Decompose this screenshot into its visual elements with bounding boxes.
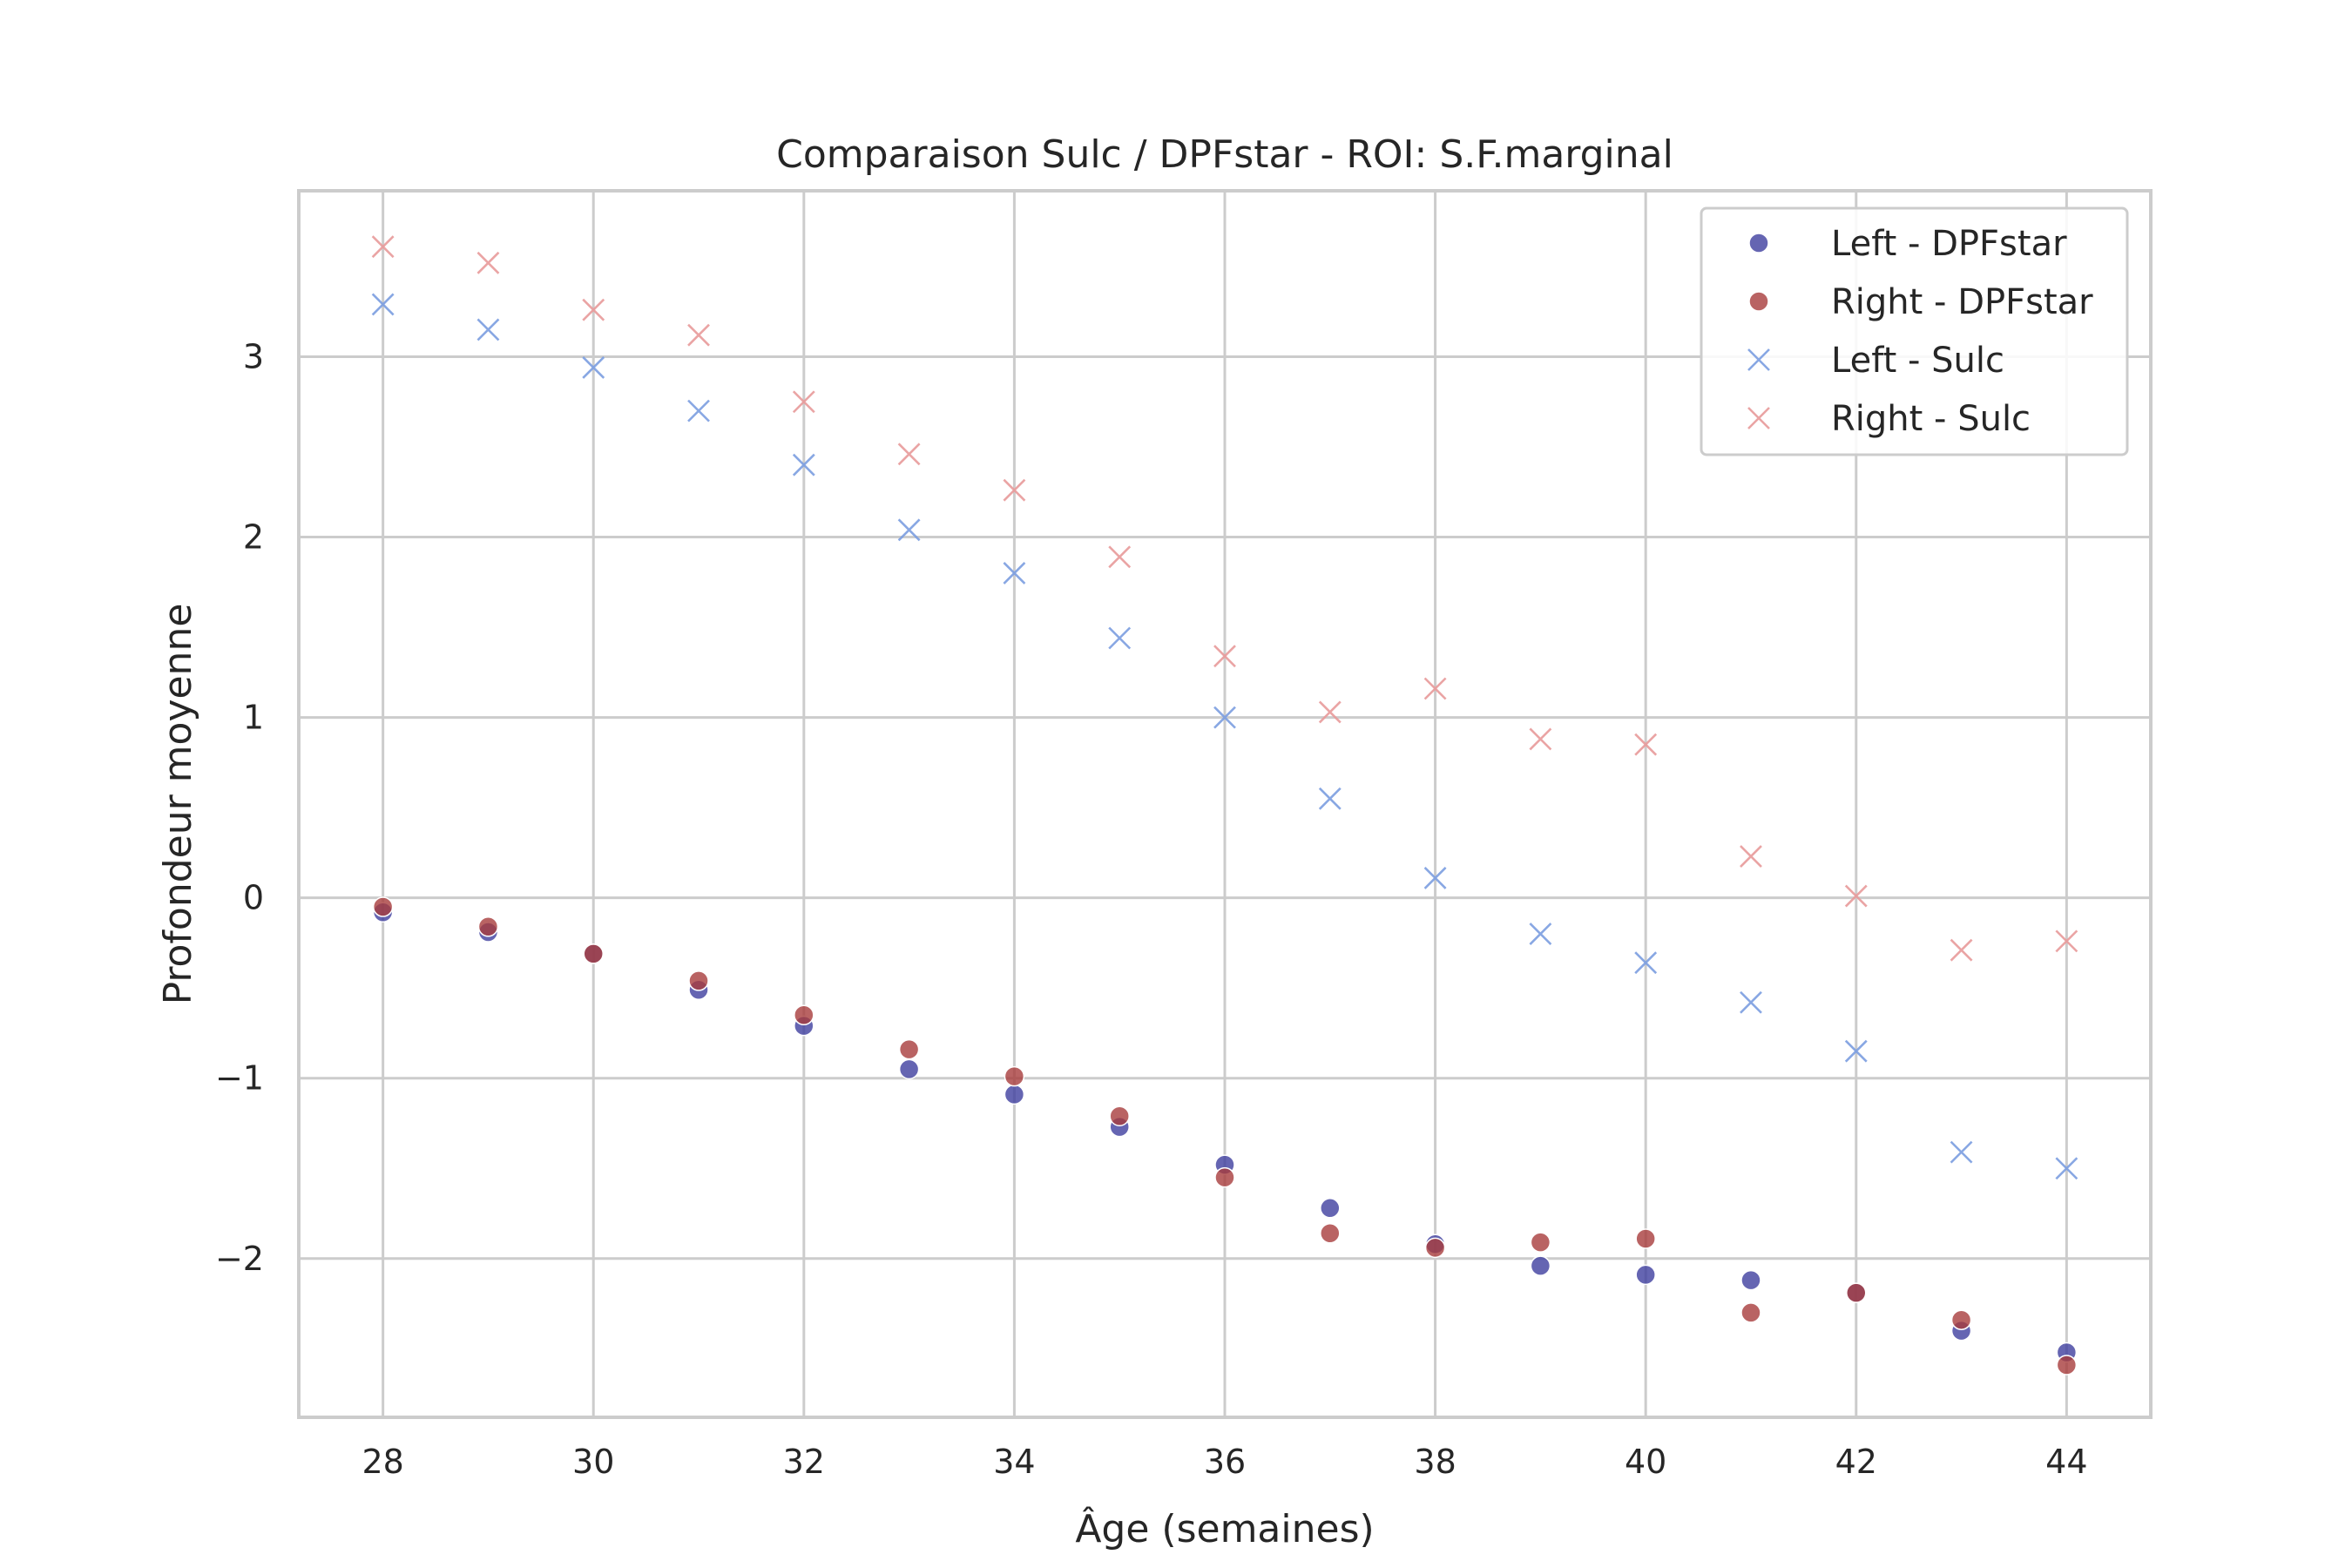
y-tick-label: 2 xyxy=(243,518,264,557)
x-tick-label: 34 xyxy=(993,1443,1035,1481)
data-point xyxy=(897,518,921,542)
legend-label: Right - DPFstar xyxy=(1831,282,2093,322)
y-tick-label: 3 xyxy=(243,337,264,375)
legend-item: Left - DPFstar xyxy=(1748,224,2067,264)
y-tick-label: −2 xyxy=(215,1240,264,1278)
y-tick-label: 0 xyxy=(243,879,264,917)
data-point xyxy=(1635,1264,1656,1286)
x-axis-label: Âge (semaines) xyxy=(1075,1505,1374,1551)
data-point xyxy=(1950,1309,1972,1330)
y-tick-label: −1 xyxy=(215,1059,264,1098)
legend-box xyxy=(1700,206,2129,456)
x-tick-label: 28 xyxy=(362,1443,403,1481)
x-tick-label: 30 xyxy=(572,1443,614,1481)
legend-marker xyxy=(1747,348,1770,371)
y-tick-label: 1 xyxy=(243,699,264,737)
data-point xyxy=(1740,845,1762,868)
data-point xyxy=(1320,1223,1341,1244)
chart-title: Comparaison Sulc / DPFstar - ROI: S.F.ma… xyxy=(776,132,1673,177)
data-point xyxy=(1950,1140,1973,1164)
data-point xyxy=(2056,1355,2078,1375)
data-point xyxy=(1844,884,1868,908)
data-point xyxy=(1318,700,1342,724)
data-point xyxy=(792,453,815,476)
x-tick-label: 42 xyxy=(1835,1443,1877,1481)
data-point xyxy=(1318,787,1342,810)
plot-area-frame xyxy=(297,189,2153,1419)
data-point xyxy=(688,970,709,991)
data-point xyxy=(1740,990,1762,1014)
data-point xyxy=(687,323,710,347)
data-point xyxy=(1634,733,1658,756)
data-point xyxy=(1529,727,1552,751)
data-point xyxy=(897,443,921,466)
data-point xyxy=(371,293,395,316)
data-point xyxy=(583,943,604,964)
data-point xyxy=(476,251,500,274)
data-point xyxy=(1214,1166,1235,1188)
data-point xyxy=(1213,645,1236,668)
data-point xyxy=(1634,951,1658,975)
data-point xyxy=(1950,938,1973,962)
data-point xyxy=(1004,1084,1025,1105)
data-point xyxy=(2055,929,2078,953)
data-point xyxy=(476,318,500,341)
data-point xyxy=(1109,1105,1130,1126)
data-point xyxy=(1003,478,1026,502)
data-point xyxy=(1635,1228,1656,1249)
data-point xyxy=(1424,1237,1446,1259)
data-point xyxy=(1423,866,1447,889)
series-left-sulc xyxy=(371,293,2078,1180)
data-point xyxy=(1530,1232,1551,1253)
data-point xyxy=(792,390,815,414)
data-point xyxy=(1320,1198,1341,1219)
data-point xyxy=(1529,923,1552,945)
data-point xyxy=(371,235,395,259)
data-point xyxy=(1846,1282,1867,1303)
series-right-sulc xyxy=(371,235,2078,962)
data-point xyxy=(794,1004,814,1026)
x-tick-label: 38 xyxy=(1414,1443,1456,1481)
x-tick-label: 32 xyxy=(783,1443,825,1481)
legend: Left - DPFstar Right - DPFstar Left - Sulc… xyxy=(1700,206,2129,456)
series-right-dpfstar xyxy=(372,896,2078,1375)
legend-label: Left - DPFstar xyxy=(1831,224,2067,264)
data-point xyxy=(1740,1302,1761,1323)
data-point xyxy=(898,1038,920,1060)
x-tick-label: 40 xyxy=(1625,1443,1666,1481)
x-tick-label: 44 xyxy=(2045,1443,2087,1481)
data-point xyxy=(1108,626,1132,650)
data-point xyxy=(2055,1157,2078,1180)
legend-item: Right - DPFstar xyxy=(1748,282,2093,322)
data-point xyxy=(1740,1269,1761,1291)
data-points xyxy=(371,235,2078,1375)
data-point xyxy=(1423,677,1447,700)
legend-item: Right - Sulc xyxy=(1747,399,2031,439)
data-point xyxy=(477,916,499,937)
data-point xyxy=(1213,706,1236,729)
legend-marker xyxy=(1748,233,1769,253)
data-point xyxy=(1844,1039,1868,1063)
data-point xyxy=(1108,545,1132,569)
data-point xyxy=(1003,562,1026,585)
legend-label: Left - Sulc xyxy=(1831,341,2004,381)
data-point xyxy=(898,1058,920,1080)
data-point xyxy=(1004,1065,1025,1087)
data-point xyxy=(687,399,710,422)
data-point xyxy=(1530,1255,1551,1276)
data-point xyxy=(582,355,605,379)
legend-item: Left - Sulc xyxy=(1747,341,2004,381)
legend-marker xyxy=(1748,291,1769,312)
legend-label: Right - Sulc xyxy=(1831,399,2031,439)
x-tick-label: 36 xyxy=(1204,1443,1246,1481)
tick-labels: 28 30 32 34 36 38 40 42 44 −2 −1 0 1 2 3 xyxy=(215,337,2088,1481)
data-point xyxy=(582,298,605,321)
legend-marker xyxy=(1747,407,1770,429)
data-point xyxy=(372,896,394,917)
y-axis-label: Profondeur moyenne xyxy=(156,604,200,1005)
